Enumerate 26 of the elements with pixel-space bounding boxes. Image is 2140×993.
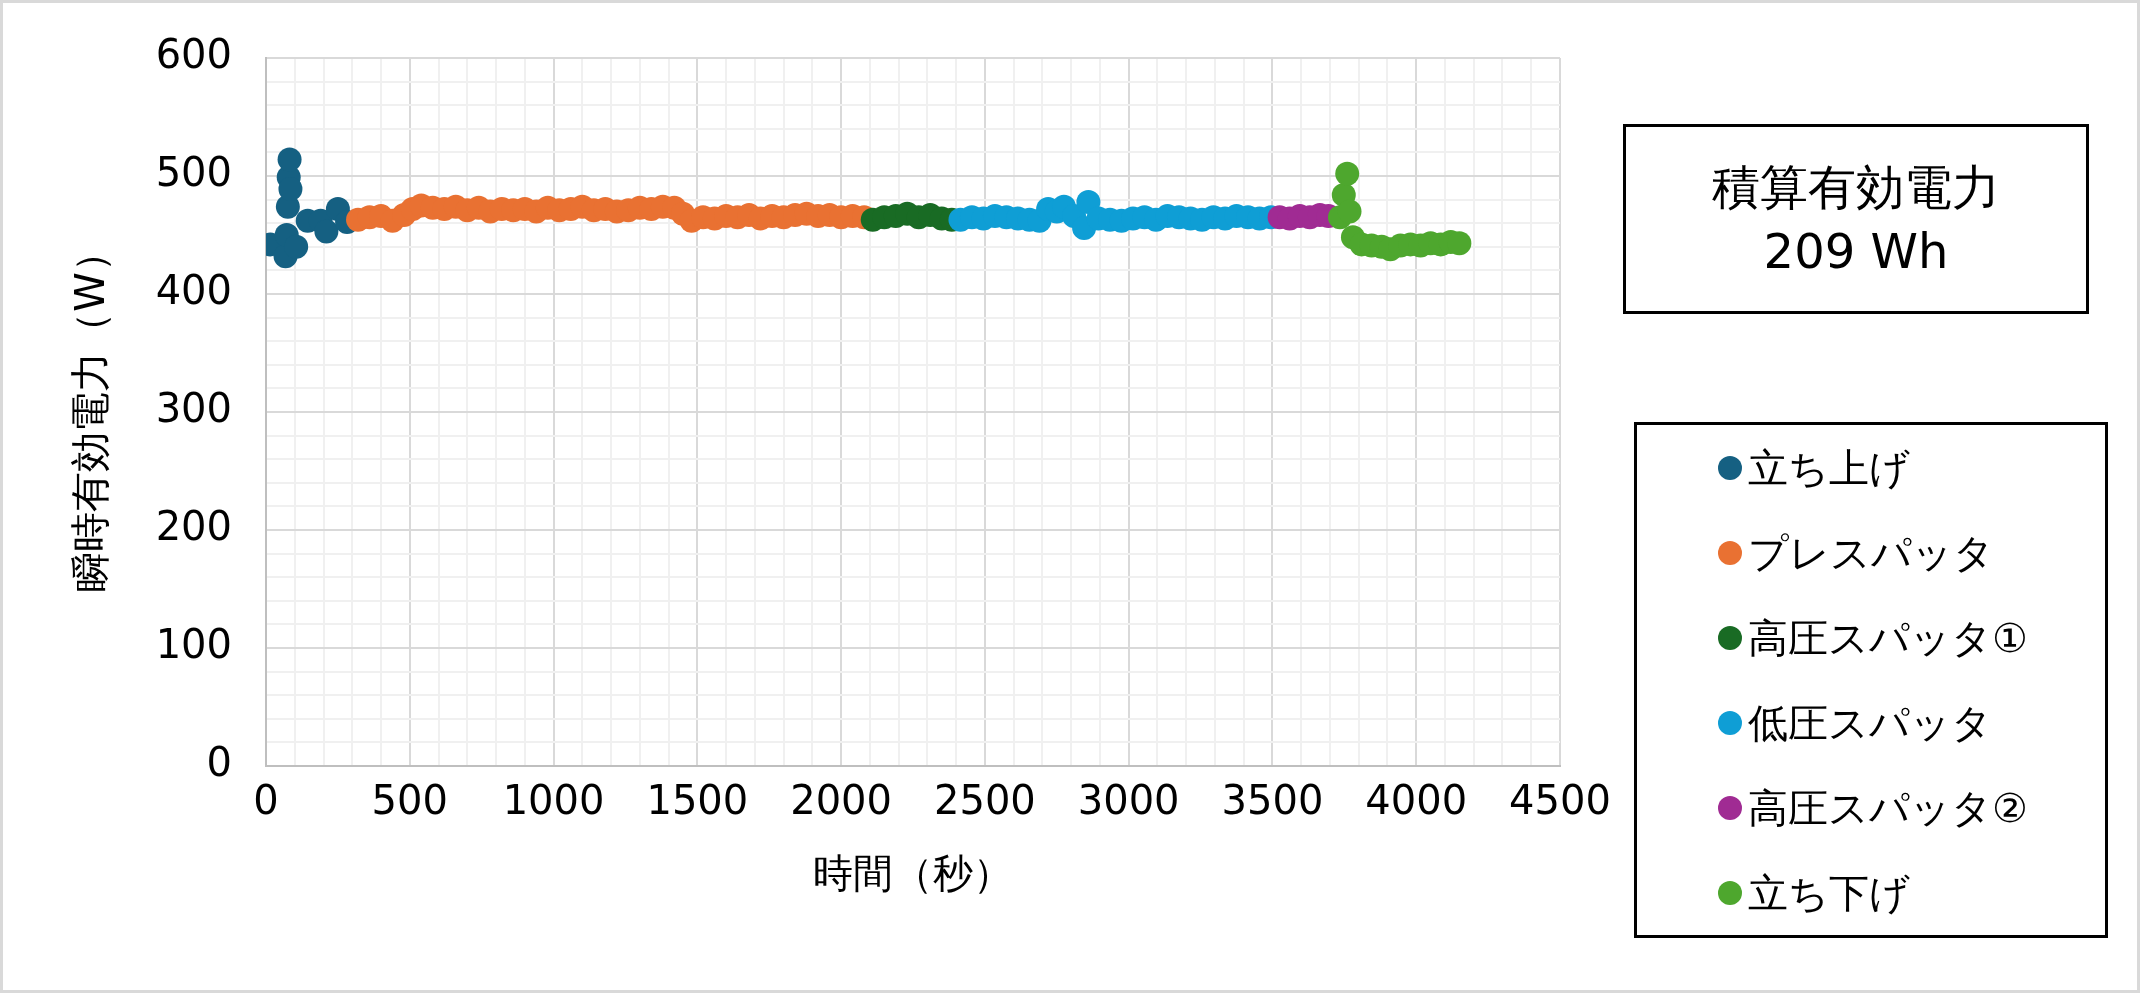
x-tick-label: 1000: [502, 777, 605, 824]
text: 積算有効電力 209 Wh: [1712, 158, 2000, 281]
x-tick-label: 2000: [790, 777, 893, 824]
x-tick-label: 1500: [646, 777, 749, 824]
x-tick-label: 3500: [1221, 777, 1324, 824]
y-tick-label: 0: [206, 739, 232, 786]
y-tick-label: 300: [155, 385, 232, 432]
y-tick-label: 200: [155, 503, 232, 550]
x-tick-label: 2500: [933, 777, 1036, 824]
legend-label: 高圧スパッタ①: [1748, 613, 2028, 662]
y-tick-label: 400: [155, 267, 232, 314]
legend-label: 低圧スパッタ: [1748, 698, 1992, 747]
x-tick-label: 3000: [1077, 777, 1180, 824]
x-axis-title: 時間（秒）: [813, 850, 1013, 897]
y-axis-title: 瞬時有効電力（W）: [67, 232, 114, 592]
legend-label: 立ち下げ: [1748, 868, 1910, 917]
legend-label: 高圧スパッタ②: [1748, 783, 2028, 832]
y-tick-label: 600: [155, 31, 232, 78]
legend-label: プレスパッタ: [1748, 528, 1994, 577]
x-tick-label: 4000: [1365, 777, 1468, 824]
x-tick-label: 4500: [1509, 777, 1611, 824]
x-tick-label: 0: [253, 777, 279, 824]
x-tick-label: 500: [371, 777, 448, 824]
y-tick-label: 100: [155, 621, 232, 668]
legend-label: 立ち上げ: [1748, 443, 1910, 492]
y-tick-label: 500: [155, 149, 232, 196]
